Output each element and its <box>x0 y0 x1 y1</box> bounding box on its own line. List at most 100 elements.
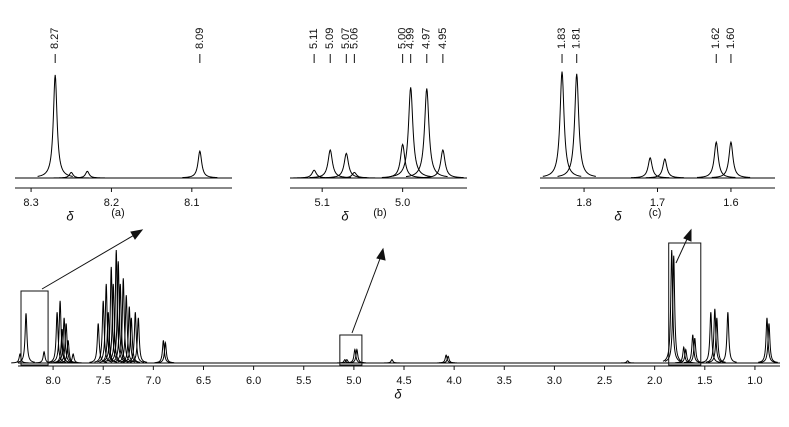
peak-label: 4.99 <box>405 28 417 49</box>
x-tick-label: 1.7 <box>650 197 665 209</box>
peak <box>701 312 720 363</box>
peak-label: 4.97 <box>421 28 433 49</box>
peak <box>618 360 637 364</box>
peak <box>422 148 464 179</box>
peak <box>338 359 356 364</box>
peak-label: 1.83 <box>556 28 568 49</box>
x-tick-label: 5.1 <box>315 197 330 209</box>
peak <box>381 143 424 178</box>
zoom-box <box>20 290 49 366</box>
peak <box>59 340 77 364</box>
peak <box>89 323 108 363</box>
peak <box>35 350 53 364</box>
x-tick-label: 8.2 <box>104 197 119 209</box>
peak <box>676 348 695 364</box>
x-tick-label: 7.5 <box>96 375 111 387</box>
peak-label: 4.95 <box>437 28 449 49</box>
peak <box>439 355 457 364</box>
peak <box>37 74 73 177</box>
x-tick-label: 1.6 <box>723 197 738 209</box>
x-axis-label: δ <box>394 386 402 401</box>
peak <box>697 140 736 178</box>
peak <box>129 317 148 363</box>
x-tick-label: 3.0 <box>547 375 562 387</box>
x-tick-label: 8.3 <box>23 197 38 209</box>
peak <box>53 171 89 179</box>
peak <box>182 149 218 179</box>
peak <box>104 283 123 363</box>
peak <box>389 87 432 178</box>
x-tick-label: 2.0 <box>647 375 662 387</box>
peak <box>405 88 448 178</box>
x-tick-label: 1.5 <box>697 375 712 387</box>
peak-label: 1.60 <box>725 28 737 49</box>
peak <box>630 156 670 179</box>
peak <box>645 158 685 179</box>
peak <box>64 353 82 364</box>
peak-label: 8.09 <box>194 28 206 49</box>
x-tick-label: 3.5 <box>497 375 512 387</box>
peak <box>69 170 105 179</box>
x-tick-label: 7.0 <box>146 375 161 387</box>
peak <box>293 169 335 179</box>
peak <box>705 308 724 363</box>
arrow-head <box>130 229 144 240</box>
peak <box>117 295 136 363</box>
x-axis-label: δ <box>341 208 349 223</box>
arrow <box>41 233 137 290</box>
peak-label: 5.09 <box>324 28 336 49</box>
peak <box>120 306 139 363</box>
x-tick-label: 2.5 <box>597 375 612 387</box>
peak <box>760 323 778 363</box>
arrow-head <box>376 247 386 261</box>
peak-label: 5.06 <box>348 28 360 49</box>
x-tick-label: 1.8 <box>576 197 591 209</box>
peak <box>333 171 376 179</box>
peak <box>126 312 145 363</box>
peak <box>662 249 681 362</box>
x-tick-label: 4.0 <box>446 375 461 387</box>
x-tick-label: 5.0 <box>346 375 361 387</box>
x-axis-label: δ <box>66 208 74 223</box>
peak <box>758 317 776 363</box>
peak <box>707 317 726 363</box>
x-tick-label: 4.5 <box>396 375 411 387</box>
peak-label: 5.07 <box>340 28 352 49</box>
peak <box>348 348 366 364</box>
arrow <box>675 236 689 264</box>
arrows <box>41 228 692 334</box>
x-axis-label: δ <box>614 208 622 223</box>
peak <box>718 312 737 363</box>
peak <box>109 261 128 362</box>
peak <box>114 278 133 363</box>
zoom-box <box>668 242 702 366</box>
peak <box>664 255 683 362</box>
peak <box>156 340 175 364</box>
peak <box>48 312 66 363</box>
peak-label: 5.00 <box>397 28 409 49</box>
x-tick-label: 6.5 <box>196 375 211 387</box>
x-tick-label: 8.1 <box>184 197 199 209</box>
peak <box>111 283 130 363</box>
peak <box>383 359 401 364</box>
x-tick-label: 8.0 <box>45 375 60 387</box>
peak-label: 8.27 <box>49 28 61 49</box>
x-tick-label: 5.5 <box>296 375 311 387</box>
panel-label: (a) <box>111 207 124 219</box>
x-tick-label: 6.0 <box>246 375 261 387</box>
peak <box>711 140 751 178</box>
peak <box>542 71 582 177</box>
peak <box>557 73 597 177</box>
zoom-box <box>339 334 363 366</box>
x-tick-label: 5.0 <box>395 197 410 209</box>
x-tick-label: 1.0 <box>747 375 762 387</box>
peak <box>17 313 35 363</box>
peak-label: 5.11 <box>308 28 320 49</box>
peak <box>11 353 29 364</box>
peak <box>122 317 141 363</box>
arrow <box>351 255 382 334</box>
arrow-head <box>683 228 692 242</box>
panel-label: (b) <box>373 207 386 219</box>
panel-label: (c) <box>649 207 662 219</box>
